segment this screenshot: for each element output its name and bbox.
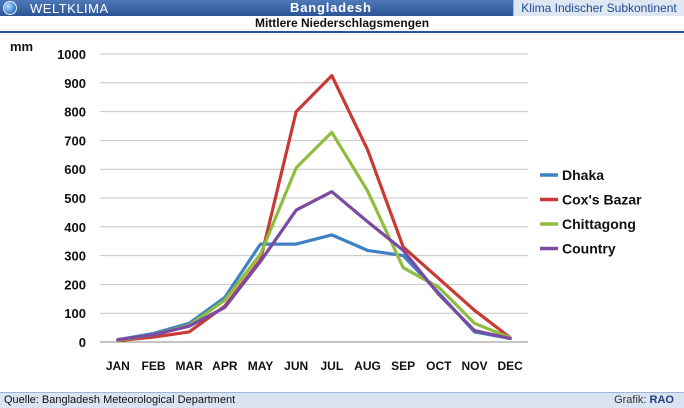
chart-title: Mittlere Niederschlagsmengen (0, 16, 684, 33)
x-tick-label: FEB (142, 359, 166, 373)
series-line (116, 73, 512, 343)
x-tick-label: SEP (391, 359, 415, 373)
x-tick-label: JUN (284, 359, 308, 373)
series-line (116, 233, 512, 342)
rainfall-line-chart: 0 100 200 300 400 500 600 700 800 900 1000 mm JAN FEB… (10, 39, 642, 373)
y-tick-label: 800 (64, 105, 86, 120)
legend-label: Chittagong (562, 216, 636, 232)
y-tick-label: 200 (64, 277, 86, 292)
graphic-author: RAO (649, 394, 674, 406)
region-label: Klima Indischer Subkontinent (513, 0, 684, 16)
footer-bar: Quelle: Bangladesh Meteorological Depart… (0, 392, 684, 408)
y-tick-label: 0 (79, 335, 86, 350)
x-tick-label: MAR (176, 359, 204, 373)
y-tick-label: 600 (64, 162, 86, 177)
x-tick-label: AUG (354, 359, 381, 373)
top-bar: WELTKLIMA Bangladesh Klima Indischer Sub… (0, 0, 684, 16)
series-line (116, 190, 512, 342)
x-tick-label: APR (212, 359, 238, 373)
y-tick-label: 300 (64, 249, 86, 264)
x-tick-label: DEC (497, 359, 523, 373)
brand-label: WELTKLIMA (30, 0, 109, 16)
x-tick-label: OCT (426, 359, 452, 373)
y-tick-label: 1000 (57, 47, 86, 62)
graphic-label: Grafik: (614, 394, 647, 406)
legend-label: Country (562, 241, 616, 257)
y-tick-label: 500 (64, 191, 86, 206)
y-tick-label: 400 (64, 220, 86, 235)
x-tick-label: NOV (461, 359, 487, 373)
x-tick-label: JUL (320, 359, 343, 373)
globe-icon (3, 1, 17, 15)
y-tick-label: 900 (64, 76, 86, 91)
legend-label: Cox's Bazar (562, 192, 642, 208)
graphic-credit: Grafik: RAO (614, 393, 674, 408)
x-tick-label: JAN (106, 359, 130, 373)
country-title: Bangladesh (290, 0, 372, 15)
x-tick-label: MAY (248, 359, 274, 373)
y-tick-label: 700 (64, 133, 86, 148)
source-note: Quelle: Bangladesh Meteorological Depart… (4, 394, 236, 406)
y-axis-label: mm (10, 39, 33, 54)
y-tick-label: 100 (64, 306, 86, 321)
legend-label: Dhaka (562, 167, 604, 183)
